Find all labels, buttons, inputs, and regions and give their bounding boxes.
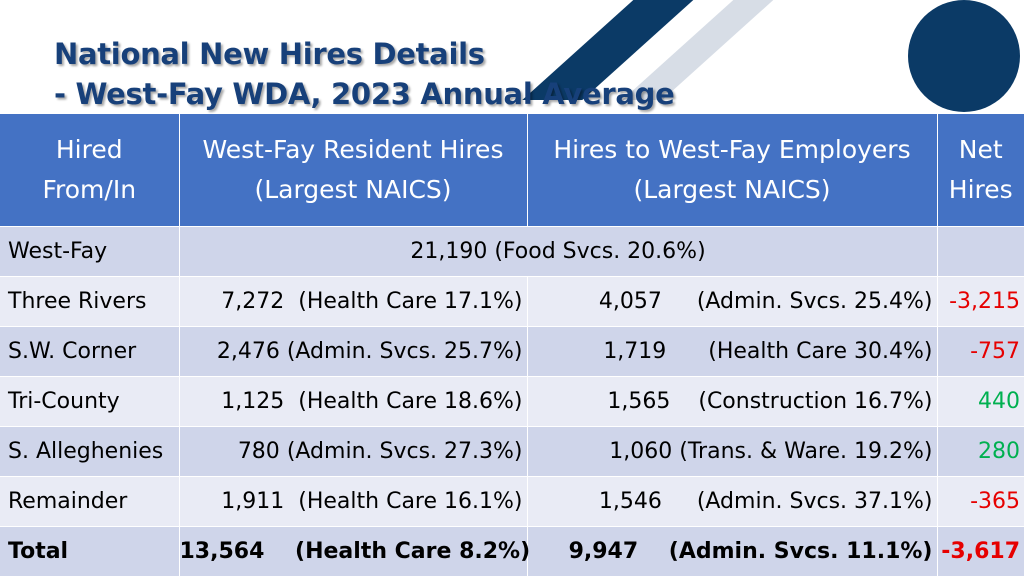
region-cell: Three Rivers bbox=[0, 275, 180, 326]
resident-cell: 780 (Admin. Svcs. 27.3%) bbox=[179, 425, 528, 476]
table-row: S. Alleghenies 780 (Admin. Svcs. 27.3%) … bbox=[0, 425, 1024, 476]
resident-number: 7,272 bbox=[221, 288, 285, 314]
new-hires-table: Hired From/In West-Fay Resident Hires (L… bbox=[0, 114, 1024, 576]
net-cell: -757 bbox=[937, 325, 1024, 376]
employer-number: 1,060 bbox=[609, 438, 673, 464]
resident-number: 13,564 bbox=[179, 538, 265, 564]
net-cell bbox=[937, 225, 1024, 276]
resident-cell: 7,272 (Health Care 17.1%) bbox=[179, 275, 528, 326]
region-cell: Tri-County bbox=[0, 375, 180, 426]
table-row: Three Rivers 7,272 (Health Care 17.1%) 4… bbox=[0, 275, 1024, 326]
header-net-hires: Net Hires bbox=[937, 114, 1024, 226]
resident-cell: 1,125 (Health Care 18.6%) bbox=[179, 375, 528, 426]
region-cell: Remainder bbox=[0, 475, 180, 526]
employer-naics: (Admin. Svcs. 25.4%) bbox=[696, 288, 933, 314]
net-cell: 440 bbox=[937, 375, 1024, 426]
employer-naics: (Admin. Svcs. 37.1%) bbox=[696, 488, 933, 514]
resident-naics: (Health Care 16.1%) bbox=[298, 488, 523, 514]
region-cell: West-Fay bbox=[0, 225, 180, 276]
region-cell: S.W. Corner bbox=[0, 325, 180, 376]
net-cell: -3,215 bbox=[937, 275, 1024, 326]
employer-number: 4,057 bbox=[598, 288, 662, 314]
employer-number: 9,947 bbox=[568, 538, 639, 564]
merged-hires-cell: 21,190 (Food Svcs. 20.6%) bbox=[179, 225, 938, 276]
employer-cell: 1,719 (Health Care 30.4%) bbox=[527, 325, 938, 376]
employer-naics: (Health Care 30.4%) bbox=[708, 338, 933, 364]
header-text: Hired bbox=[55, 134, 123, 164]
employer-number: 1,565 bbox=[607, 388, 671, 414]
table-row: Tri-County 1,125 (Health Care 18.6%) 1,5… bbox=[0, 375, 1024, 426]
table-total-row: Total 13,564 (Health Care 8.2%) 9,947 (A… bbox=[0, 525, 1024, 576]
header-resident-hires: West-Fay Resident Hires (Largest NAICS) bbox=[179, 114, 528, 226]
employer-naics: (Admin. Svcs. 11.1%) bbox=[668, 538, 933, 564]
employer-naics: (Trans. & Ware. 19.2%) bbox=[679, 438, 933, 464]
resident-number: 2,476 bbox=[216, 338, 280, 364]
region-cell: Total bbox=[0, 525, 180, 576]
employer-cell: 1,546 (Admin. Svcs. 37.1%) bbox=[527, 475, 938, 526]
resident-number: 780 bbox=[237, 438, 280, 464]
resident-naics: (Health Care 17.1%) bbox=[298, 288, 523, 314]
employer-number: 1,719 bbox=[603, 338, 667, 364]
resident-naics: (Health Care 18.6%) bbox=[298, 388, 523, 414]
circle-decoration bbox=[908, 0, 1020, 112]
header-text: Net bbox=[958, 134, 1003, 164]
region-cell: S. Alleghenies bbox=[0, 425, 180, 476]
employer-cell: 9,947 (Admin. Svcs. 11.1%) bbox=[527, 525, 938, 576]
net-cell: 280 bbox=[937, 425, 1024, 476]
resident-cell: 1,911 (Health Care 16.1%) bbox=[179, 475, 528, 526]
employer-cell: 1,060 (Trans. & Ware. 19.2%) bbox=[527, 425, 938, 476]
employer-naics: (Construction 16.7%) bbox=[698, 388, 933, 414]
employer-cell: 1,565 (Construction 16.7%) bbox=[527, 375, 938, 426]
decorative-header-graphics bbox=[0, 0, 1024, 114]
header-text: Hires to West-Fay Employers bbox=[553, 134, 911, 164]
resident-number: 1,911 bbox=[221, 488, 285, 514]
page-title: National New Hires Details - West-Fay WD… bbox=[54, 34, 675, 114]
header-hired-from: Hired From/In bbox=[0, 114, 180, 226]
net-cell: -3,617 bbox=[937, 525, 1024, 576]
table-header-row: Hired From/In West-Fay Resident Hires (L… bbox=[0, 114, 1024, 226]
table-row: Remainder 1,911 (Health Care 16.1%) 1,54… bbox=[0, 475, 1024, 526]
net-cell: -365 bbox=[937, 475, 1024, 526]
header-text: From/In bbox=[42, 174, 137, 204]
header-text: Hires bbox=[948, 174, 1013, 204]
employer-cell: 4,057 (Admin. Svcs. 25.4%) bbox=[527, 275, 938, 326]
resident-naics: (Admin. Svcs. 27.3%) bbox=[286, 438, 523, 464]
resident-naics: (Admin. Svcs. 25.7%) bbox=[286, 338, 523, 364]
resident-cell: 13,564 (Health Care 8.2%) bbox=[179, 525, 531, 576]
header-text: West-Fay Resident Hires bbox=[202, 134, 504, 164]
title-line-2: - West-Fay WDA, 2023 Annual Average bbox=[54, 77, 675, 111]
header-text: (Largest NAICS) bbox=[633, 174, 831, 204]
resident-number: 1,125 bbox=[221, 388, 285, 414]
employer-number: 1,546 bbox=[598, 488, 662, 514]
resident-naics: (Health Care 8.2%) bbox=[295, 538, 531, 564]
title-line-1: National New Hires Details bbox=[54, 37, 485, 71]
resident-cell: 2,476 (Admin. Svcs. 25.7%) bbox=[179, 325, 528, 376]
header-employer-hires: Hires to West-Fay Employers (Largest NAI… bbox=[527, 114, 938, 226]
table-row: S.W. Corner 2,476 (Admin. Svcs. 25.7%) 1… bbox=[0, 325, 1024, 376]
header-text: (Largest NAICS) bbox=[254, 174, 452, 204]
table-row: West-Fay 21,190 (Food Svcs. 20.6%) bbox=[0, 225, 1024, 276]
